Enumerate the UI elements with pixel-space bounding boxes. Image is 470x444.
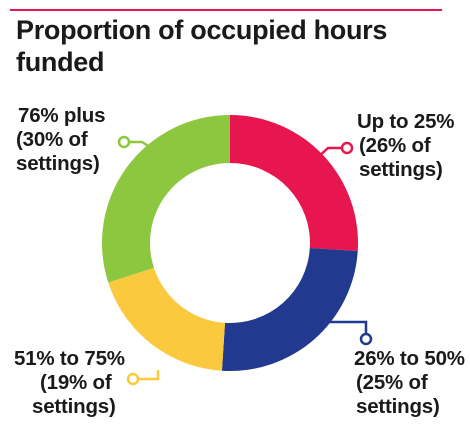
callout-marker-2 [126,372,140,386]
donut-slice-0 [230,115,358,252]
slice-label-0-line-2: settings) [359,158,443,181]
slice-label-2-line-1: (19% of [40,371,112,394]
slice-label-3-line-2: settings) [16,152,100,175]
donut-slice-3 [101,115,230,283]
slice-label-0-line-1: (26% of [359,134,431,157]
callout-marker-0 [340,141,354,155]
callout-marker-1 [359,332,373,346]
donut-slice-2 [108,267,225,371]
callout-line-1 [318,320,368,334]
slice-label-0-line-0: Up to 25% [357,110,454,133]
donut-slice-1 [221,248,358,371]
title-rule [10,9,442,11]
slice-label-3-line-1: (30% of [16,128,88,151]
slice-label-1-line-1: (25% of [356,371,428,394]
slice-label-1-line-2: settings) [356,395,440,418]
callout-line-3 [129,140,159,154]
slice-label-2-line-0: 51% to 75% [14,347,125,370]
callout-line-0 [301,146,342,173]
callout-marker-3 [117,135,131,149]
slice-label-3-line-0: 76% plus [18,104,105,127]
slice-label-2-line-2: settings) [32,395,116,418]
callout-line-2 [138,370,160,381]
slice-label-1-line-0: 26% to 50% [354,347,465,370]
chart-title: Proportion of occupied hours funded [16,15,388,77]
